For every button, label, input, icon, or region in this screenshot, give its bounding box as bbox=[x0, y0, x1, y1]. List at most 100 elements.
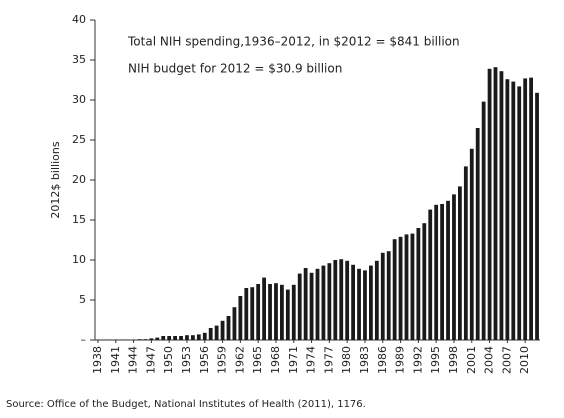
bar bbox=[185, 335, 189, 340]
x-tick-label: 1968 bbox=[269, 346, 282, 374]
y-tick-label: 30 bbox=[72, 93, 86, 106]
y-tick-label: 35 bbox=[72, 53, 86, 66]
bar bbox=[233, 307, 237, 340]
x-tick-label: 1947 bbox=[144, 346, 157, 374]
x-tick-label: 1989 bbox=[394, 346, 407, 374]
x-tick-label: 1959 bbox=[216, 346, 229, 374]
bar bbox=[517, 86, 521, 340]
x-tick-label: 1998 bbox=[447, 346, 460, 374]
bar bbox=[529, 78, 533, 340]
y-tick-label: 25 bbox=[72, 133, 86, 146]
bar bbox=[422, 223, 426, 340]
bar bbox=[304, 268, 308, 340]
bar bbox=[339, 259, 343, 340]
bar bbox=[167, 336, 171, 340]
bar bbox=[500, 71, 504, 340]
bar bbox=[238, 296, 242, 340]
x-tick-label: 1956 bbox=[198, 346, 211, 374]
bar bbox=[387, 251, 391, 340]
bar bbox=[316, 269, 320, 340]
bar bbox=[464, 166, 468, 340]
bar bbox=[428, 210, 432, 340]
x-tick-label: 2004 bbox=[483, 346, 496, 374]
bar bbox=[416, 228, 420, 340]
bar bbox=[482, 102, 486, 340]
bar bbox=[197, 334, 201, 340]
bar bbox=[191, 335, 195, 340]
x-tick-label: 1971 bbox=[287, 346, 300, 374]
bar bbox=[333, 260, 337, 340]
bar bbox=[505, 79, 509, 340]
bar bbox=[310, 273, 314, 340]
bar bbox=[144, 339, 148, 340]
bar bbox=[446, 201, 450, 340]
bar bbox=[215, 326, 219, 340]
bar bbox=[209, 328, 213, 340]
bar bbox=[244, 288, 248, 340]
x-tick-label: 1962 bbox=[233, 346, 246, 374]
x-tick-label: 1983 bbox=[358, 346, 371, 374]
bar bbox=[440, 204, 444, 340]
annotation: NIH budget for 2012 = $30.9 billion bbox=[128, 62, 342, 76]
bar bbox=[286, 290, 290, 340]
bar bbox=[250, 287, 254, 340]
bar bbox=[268, 284, 272, 340]
bar bbox=[434, 205, 438, 340]
bar bbox=[179, 336, 183, 340]
x-tick-label: 1941 bbox=[109, 346, 122, 374]
bar bbox=[476, 128, 480, 340]
x-tick-label: 2007 bbox=[500, 346, 513, 374]
bar bbox=[149, 338, 153, 340]
x-tick-label: 2010 bbox=[518, 346, 531, 374]
source: Source: Office of the Budget, National I… bbox=[6, 399, 366, 410]
bar bbox=[405, 234, 409, 340]
bar bbox=[399, 237, 403, 340]
bar bbox=[381, 253, 385, 340]
y-axis-label: 2012$ billions bbox=[49, 141, 62, 218]
bar bbox=[535, 93, 539, 340]
y-tick-label: 15 bbox=[72, 213, 86, 226]
bar bbox=[494, 67, 498, 340]
x-tick-label: 1980 bbox=[340, 346, 353, 374]
x-tick-label: 2001 bbox=[465, 346, 478, 374]
bar bbox=[262, 278, 266, 340]
y-tick-label: 10 bbox=[72, 253, 86, 266]
bar bbox=[523, 78, 527, 340]
x-tick-label: 1953 bbox=[180, 346, 193, 374]
x-tick-label: 1965 bbox=[251, 346, 264, 374]
bar bbox=[292, 285, 296, 340]
x-tick-label: 1992 bbox=[411, 346, 424, 374]
x-tick-label: 1995 bbox=[429, 346, 442, 374]
bar bbox=[161, 336, 165, 340]
bar bbox=[488, 69, 492, 340]
bar bbox=[351, 265, 355, 340]
bar bbox=[280, 285, 284, 340]
annotation: Total NIH spending,1936–2012, in $2012 =… bbox=[127, 35, 460, 49]
bar bbox=[203, 333, 207, 340]
y-tick-label: 20 bbox=[72, 173, 86, 186]
bar bbox=[221, 321, 225, 340]
bar bbox=[393, 239, 397, 340]
bar bbox=[274, 283, 278, 340]
bar bbox=[511, 82, 515, 340]
bar bbox=[458, 186, 462, 340]
x-tick-label: 1977 bbox=[322, 346, 335, 374]
bar bbox=[452, 194, 456, 340]
x-tick-label: 1944 bbox=[127, 346, 140, 374]
bar bbox=[411, 234, 415, 340]
bar bbox=[357, 269, 361, 340]
bar bbox=[256, 284, 260, 340]
bar bbox=[345, 261, 349, 340]
bar bbox=[298, 274, 302, 340]
y-tick-label: 40 bbox=[72, 13, 86, 26]
x-tick-label: 1950 bbox=[162, 346, 175, 374]
bar bbox=[327, 263, 331, 340]
bar bbox=[322, 266, 326, 340]
bar bbox=[227, 316, 231, 340]
bar bbox=[173, 336, 177, 340]
y-tick-label: – bbox=[81, 333, 87, 346]
y-tick-label: 5 bbox=[79, 293, 86, 306]
bar bbox=[375, 261, 379, 340]
bar bbox=[138, 339, 142, 340]
